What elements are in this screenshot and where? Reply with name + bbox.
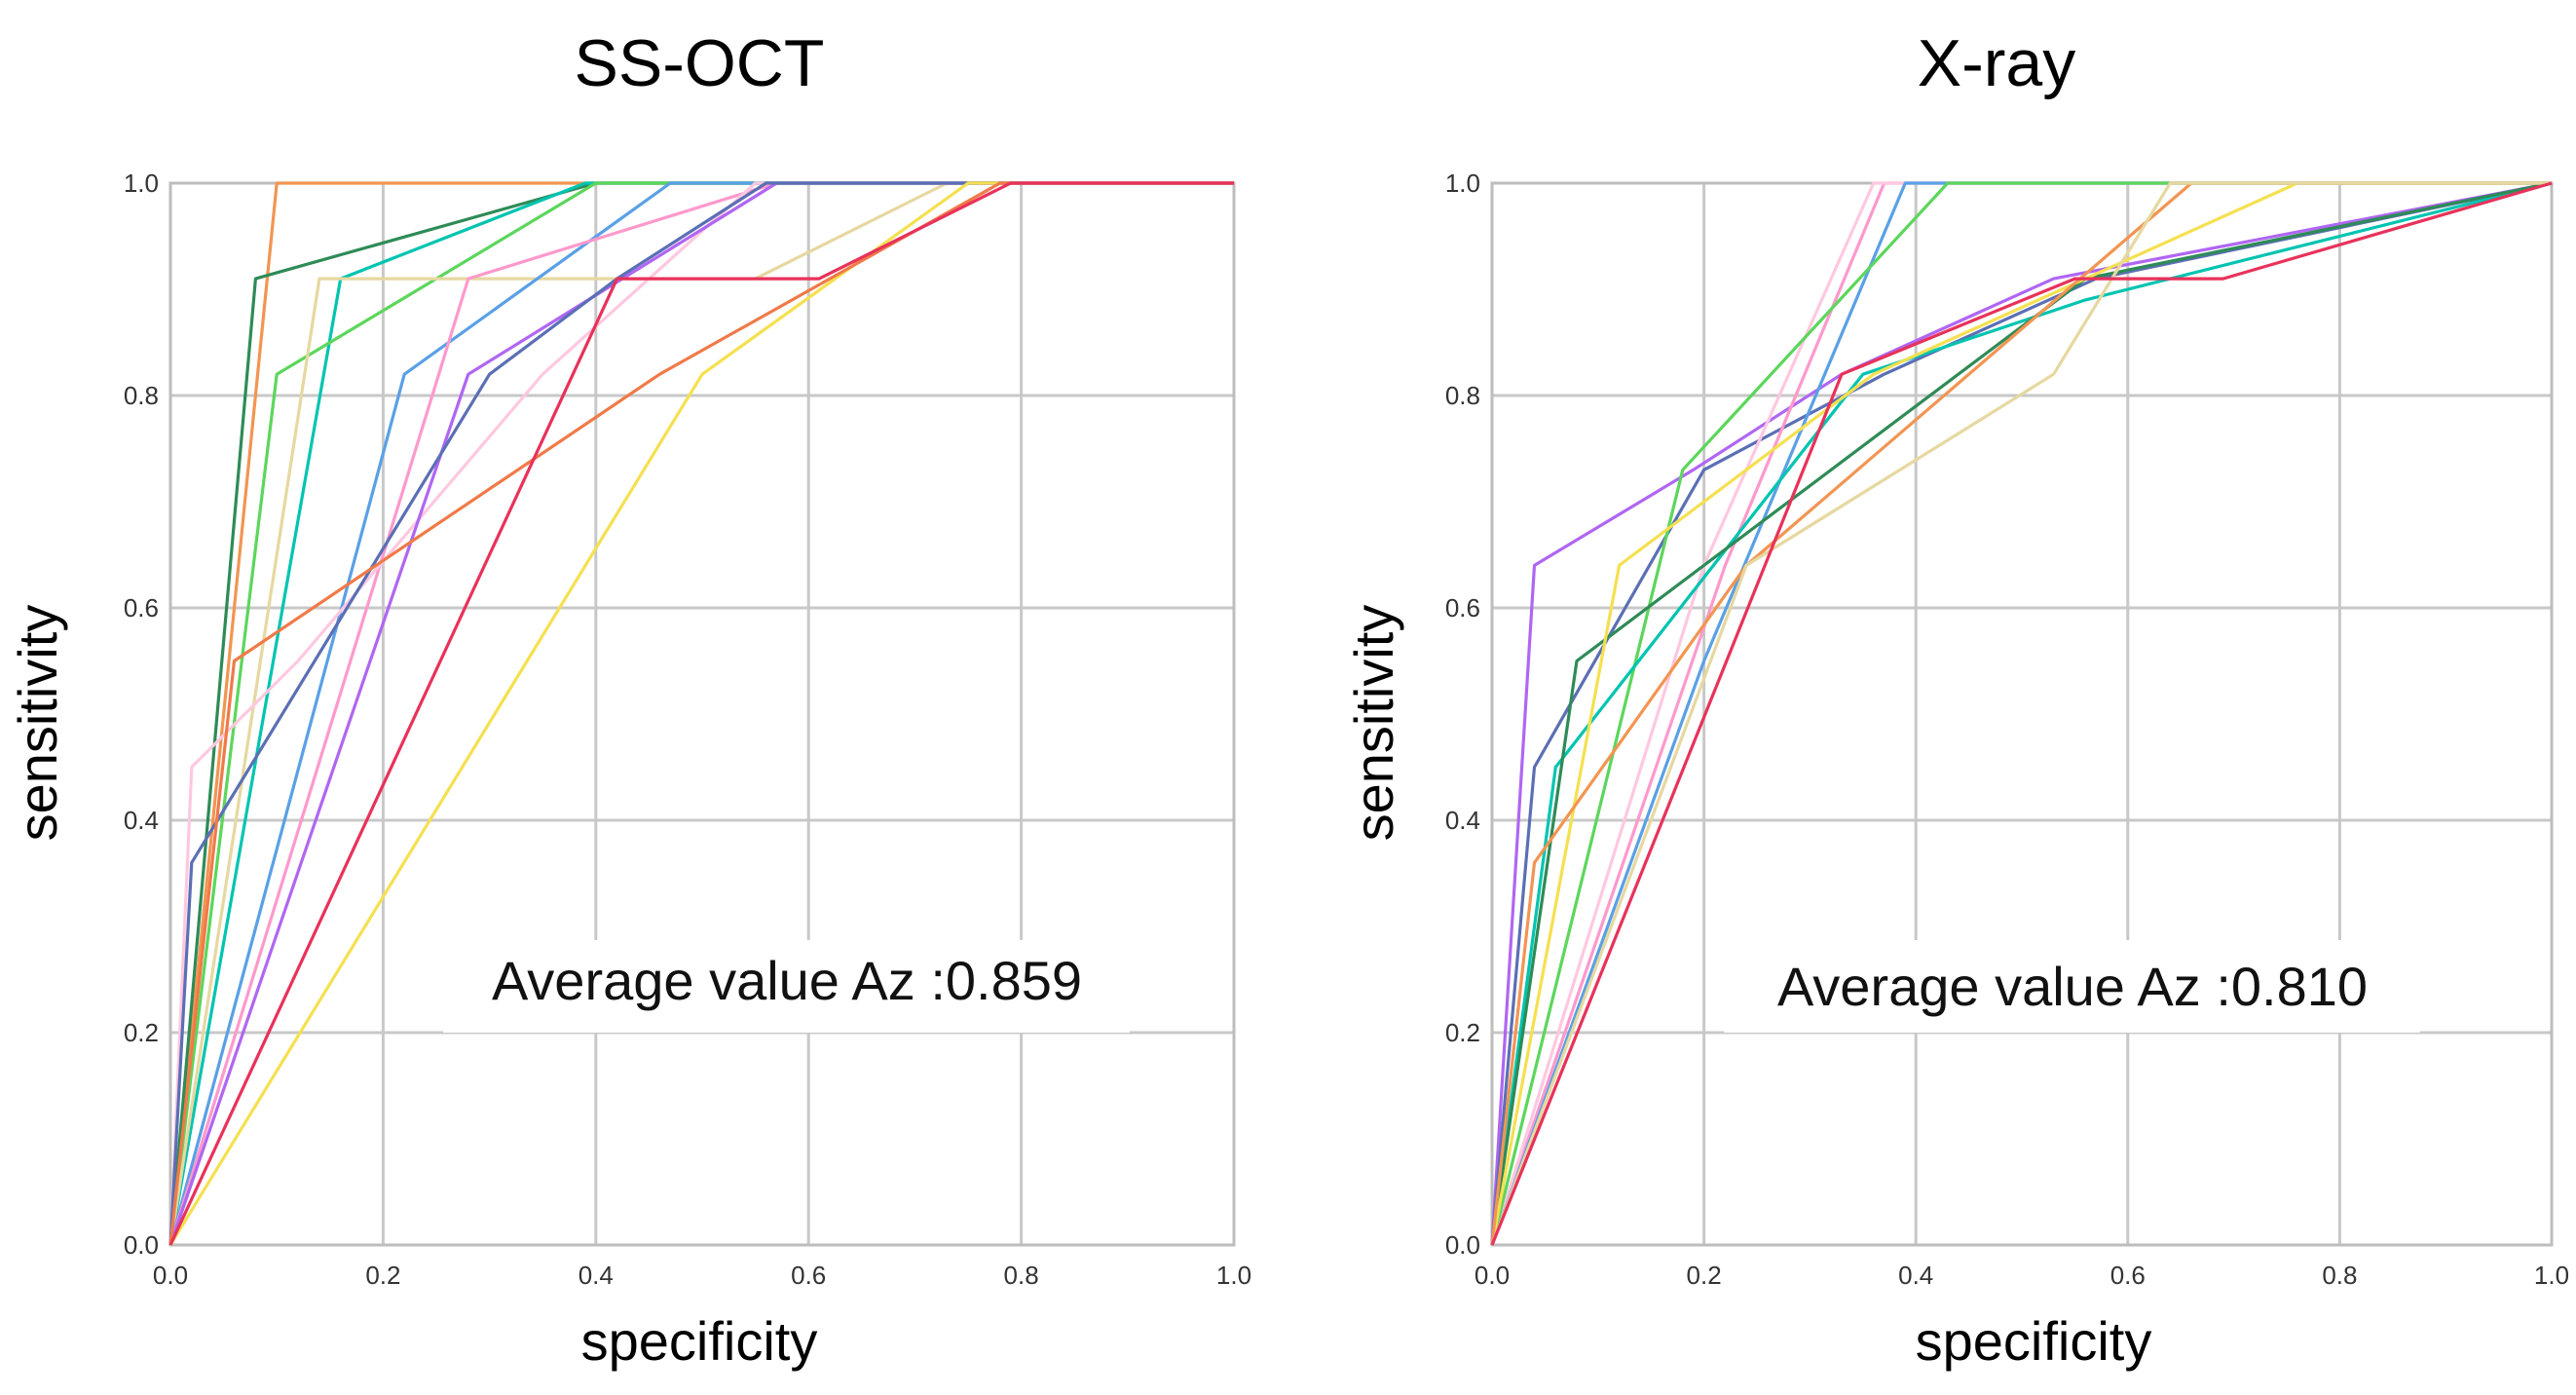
series-group — [1490, 181, 2553, 1246]
x-tick-label: 0.0 — [153, 1261, 188, 1290]
annotation-box — [443, 940, 1130, 1033]
roc-line-reader-10 — [168, 181, 1234, 1246]
x-tick-label: 0.6 — [791, 1261, 826, 1290]
roc-line-reader-12 — [1490, 181, 2553, 1246]
roc-line-reader-7 — [1490, 181, 2553, 1246]
annotation-group: Average value Az :0.810 — [1724, 940, 2420, 1033]
y-axis-label: sensitivity — [7, 605, 68, 842]
y-tick-label: 0.8 — [1445, 381, 1480, 410]
y-tick-label: 0.6 — [1445, 593, 1480, 622]
roc-line-reader-4 — [168, 181, 1234, 1246]
y-tick-label: 0.6 — [124, 593, 159, 622]
series-group — [168, 181, 1234, 1246]
x-tick-label: 1.0 — [2534, 1261, 2569, 1290]
grid — [1490, 181, 2554, 1247]
roc-line-reader-3 — [1490, 181, 2552, 1246]
x-tick-label: 0.2 — [365, 1261, 400, 1290]
roc-line-reader-5 — [1490, 181, 2552, 1246]
roc-line-reader-13 — [168, 181, 1234, 1246]
y-tick-label: 0.0 — [124, 1230, 159, 1260]
y-tick-label: 1.0 — [1445, 169, 1480, 198]
x-tick-label: 0.4 — [579, 1261, 614, 1290]
roc-line-reader-1 — [1490, 181, 2553, 1246]
annotation-text: Average value Az :0.810 — [1777, 956, 2368, 1017]
roc-line-reader-4 — [1490, 181, 2552, 1246]
y-tick-label: 0.4 — [124, 806, 159, 835]
roc-line-reader-10 — [1490, 181, 2552, 1246]
annotation-text: Average value Az :0.859 — [492, 950, 1082, 1011]
x-tick-label: 0.8 — [1004, 1261, 1039, 1290]
x-tick-label: 0.4 — [1898, 1261, 1933, 1290]
x-axis-label: specificity — [1916, 1310, 2152, 1372]
annotation-group: Average value Az :0.859 — [443, 940, 1130, 1033]
roc-line-reader-11 — [1490, 181, 2552, 1246]
y-axis-label: sensitivity — [1343, 605, 1404, 842]
y-tick-label: 1.0 — [124, 169, 159, 198]
chart-title: SS-OCT — [575, 26, 825, 100]
x-tick-label: 1.0 — [1216, 1261, 1251, 1290]
y-tick-label: 0.8 — [124, 381, 159, 410]
roc-line-reader-8 — [1490, 181, 2553, 1246]
roc-line-reader-6 — [1490, 181, 2552, 1246]
x-tick-label: 0.2 — [1687, 1261, 1722, 1290]
y-tick-label: 0.0 — [1445, 1230, 1480, 1260]
tick-labels: 0.0 0.2 0.4 0.6 0.8 1.0 0.0 0.2 0.4 0.6 0.8 1.0 — [1445, 169, 2569, 1290]
x-tick-label: 0.0 — [1475, 1261, 1510, 1290]
y-tick-label: 0.4 — [1445, 806, 1480, 835]
tick-labels: 0.0 0.2 0.4 0.6 0.8 1.0 0.0 0.2 0.4 0.6 0.8 1.0 — [124, 169, 1251, 1290]
plot-frame — [1490, 181, 2554, 1247]
y-tick-label: 0.2 — [124, 1018, 159, 1047]
x-axis-label: specificity — [581, 1310, 818, 1372]
y-tick-label: 0.2 — [1445, 1018, 1480, 1047]
chart-title: X-ray — [1918, 26, 2075, 100]
annotation-box — [1724, 940, 2420, 1033]
x-tick-label: 0.6 — [2110, 1261, 2146, 1290]
chart-x-ray: X-ray Average value Az :0.810 0.0 0.2 0.4 0… — [1343, 26, 2569, 1372]
roc-line-reader-9 — [1490, 181, 2552, 1246]
chart-ss-oct: SS-OCT Average value Az :0.859 0.0 0.2 0.4… — [7, 26, 1251, 1372]
x-tick-label: 0.8 — [2322, 1261, 2357, 1290]
roc-line-reader-2 — [1490, 181, 2553, 1246]
